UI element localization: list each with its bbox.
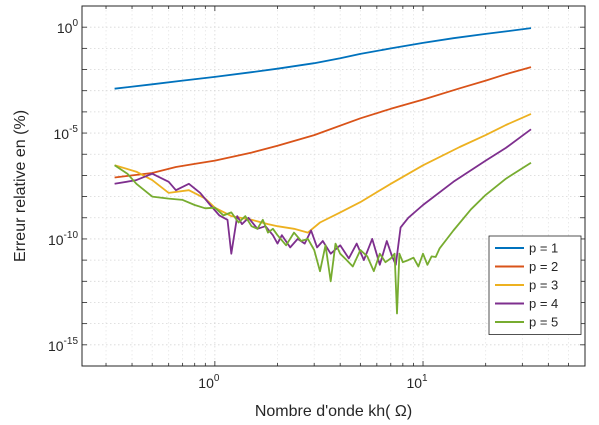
- series-line-p2: [114, 66, 532, 179]
- x-axis-label: Nombre d'onde kh( Ω): [255, 403, 412, 420]
- x-tick-label: 100: [198, 373, 220, 391]
- legend-label: p = 4: [529, 296, 558, 311]
- legend: p = 1 p = 2 p = 3 p = 4 p = 5: [488, 235, 582, 335]
- legend-label: p = 2: [529, 259, 558, 274]
- y-tick-label: 10-10: [48, 230, 78, 248]
- y-tick-label: 10-15: [48, 336, 78, 354]
- y-axis-label: Erreur relative en (%): [12, 110, 29, 262]
- legend-label: p = 1: [529, 241, 558, 256]
- legend-label: p = 3: [529, 278, 558, 293]
- y-tick-label: 100: [57, 18, 79, 36]
- series-line-p1: [114, 27, 532, 90]
- series-layer: [114, 27, 532, 315]
- series-line-p3: [114, 113, 532, 234]
- tick-labels: 100 101 100 10-5 10-10 10-15: [48, 18, 428, 391]
- ticks: [82, 5, 586, 367]
- series-line-p5: [114, 161, 532, 315]
- x-tick-label: 101: [406, 373, 428, 391]
- y-tick-label: 10-5: [54, 124, 79, 142]
- plot-frame: [81, 5, 586, 367]
- legend-label: p = 5: [529, 315, 558, 330]
